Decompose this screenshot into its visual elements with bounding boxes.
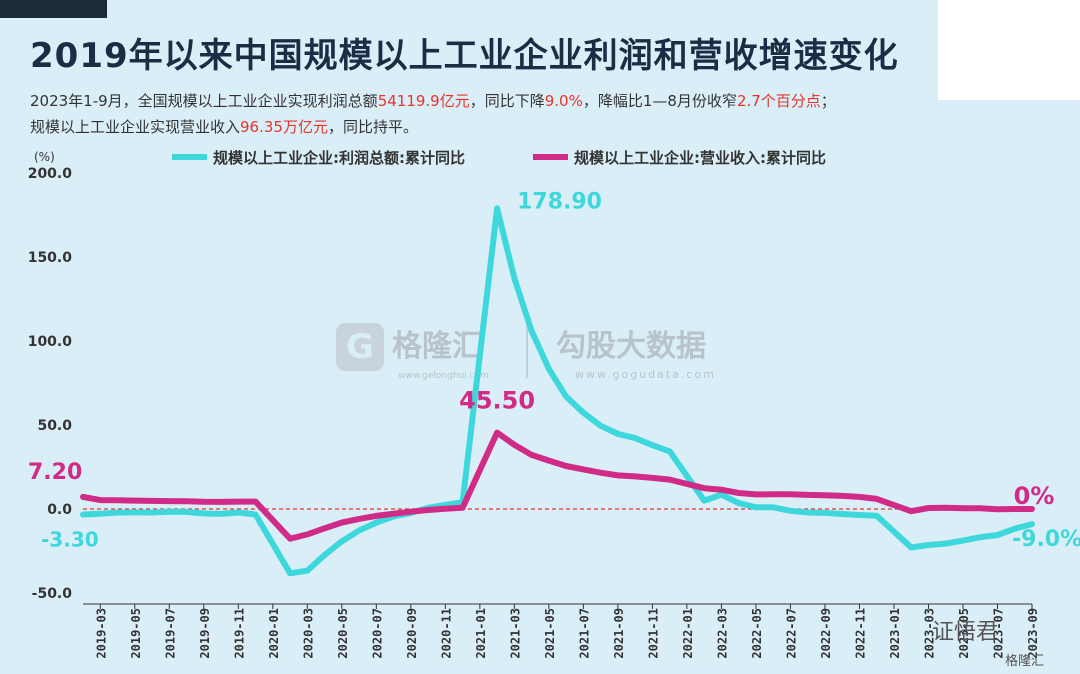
y-tick-label: -50.0 — [32, 586, 73, 602]
x-tick-label: 2020-11 — [439, 608, 453, 659]
x-tick-label: 2022-09 — [819, 608, 833, 659]
chart-subtitle-line2: 规模以上工业企业实现营业收入96.35万亿元，同比持平。 — [30, 118, 418, 136]
y-tick-label: 150.0 — [28, 250, 73, 266]
y-tick-label: 100.0 — [28, 334, 73, 350]
x-tick-label: 2021-11 — [646, 608, 660, 659]
watermark-logo-1 — [336, 323, 384, 371]
x-tick-label: 2019-03 — [94, 608, 108, 659]
data-label: 45.50 — [459, 387, 535, 415]
y-tick-label: 200.0 — [28, 166, 73, 182]
x-tick-label: 2021-07 — [577, 608, 591, 659]
legend-label-profit: 规模以上工业企业:利润总额:累计同比 — [213, 149, 465, 167]
header-tab — [0, 0, 107, 18]
x-tick-label: 2022-07 — [784, 608, 798, 659]
watermark-brand-1: 格隆汇 — [392, 329, 482, 364]
x-tick-label: 2019-07 — [163, 608, 177, 659]
footer-watermark: 证悟君 — [932, 620, 999, 645]
x-tick-label: 2019-05 — [129, 608, 143, 659]
chart-title: 2019年以来中国规模以上工业企业利润和营收增速变化 — [30, 36, 899, 76]
x-tick-label: 2023-09 — [1026, 608, 1040, 659]
x-tick-label: 2022-11 — [853, 608, 867, 659]
x-tick-label: 2023-05 — [957, 608, 971, 659]
x-tick-label: 2020-07 — [370, 608, 384, 659]
y-tick-label: 50.0 — [37, 418, 72, 434]
x-tick-label: 2020-01 — [267, 608, 281, 659]
x-tick-label: 2019-09 — [198, 608, 212, 659]
revenue-series-line — [80, 429, 1035, 542]
x-tick-label: 2022-01 — [681, 608, 695, 659]
footer-watermark-2: 格隆汇 — [1005, 654, 1045, 669]
x-tick-label: 2020-03 — [301, 608, 315, 659]
data-label: 7.20 — [28, 460, 82, 485]
x-tick-label: 2022-03 — [715, 608, 729, 659]
y-axis-label: (%) — [34, 150, 55, 164]
watermark-brand-2: 勾股大数据 — [556, 329, 706, 364]
watermark-url-1: www.gelonghui.com — [398, 371, 489, 381]
data-label: -3.30 — [41, 528, 99, 552]
x-tick-label: 2021-09 — [612, 608, 626, 659]
data-label: 178.90 — [517, 189, 602, 214]
x-tick-label: 2021-01 — [474, 608, 488, 659]
x-tick-label: 2022-05 — [750, 608, 764, 659]
watermark-url-2: www.gogudata.com — [575, 368, 716, 381]
x-tick-label: 2019-11 — [232, 608, 246, 659]
x-tick-label: 2021-05 — [543, 608, 557, 659]
x-tick-label: 2020-05 — [336, 608, 350, 659]
chart-subtitle-line1: 2023年1-9月，全国规模以上工业企业实现利润总额54119.9亿元，同比下降… — [30, 92, 836, 110]
watermark-logo-letter: G — [346, 327, 374, 367]
y-tick-label: 0.0 — [47, 502, 72, 518]
blank-corner — [938, 0, 1080, 100]
data-label: -9.0% — [1012, 527, 1080, 552]
profit-series-line — [80, 205, 1035, 577]
x-tick-label: 2021-03 — [508, 608, 522, 659]
x-tick-label: 2023-03 — [922, 608, 936, 659]
legend-label-revenue: 规模以上工业企业:营业收入:累计同比 — [574, 149, 826, 167]
data-label: 0% — [1014, 482, 1055, 510]
x-tick-label: 2023-07 — [991, 608, 1005, 659]
x-tick-label: 2023-01 — [888, 608, 902, 659]
x-tick-label: 2020-09 — [405, 608, 419, 659]
